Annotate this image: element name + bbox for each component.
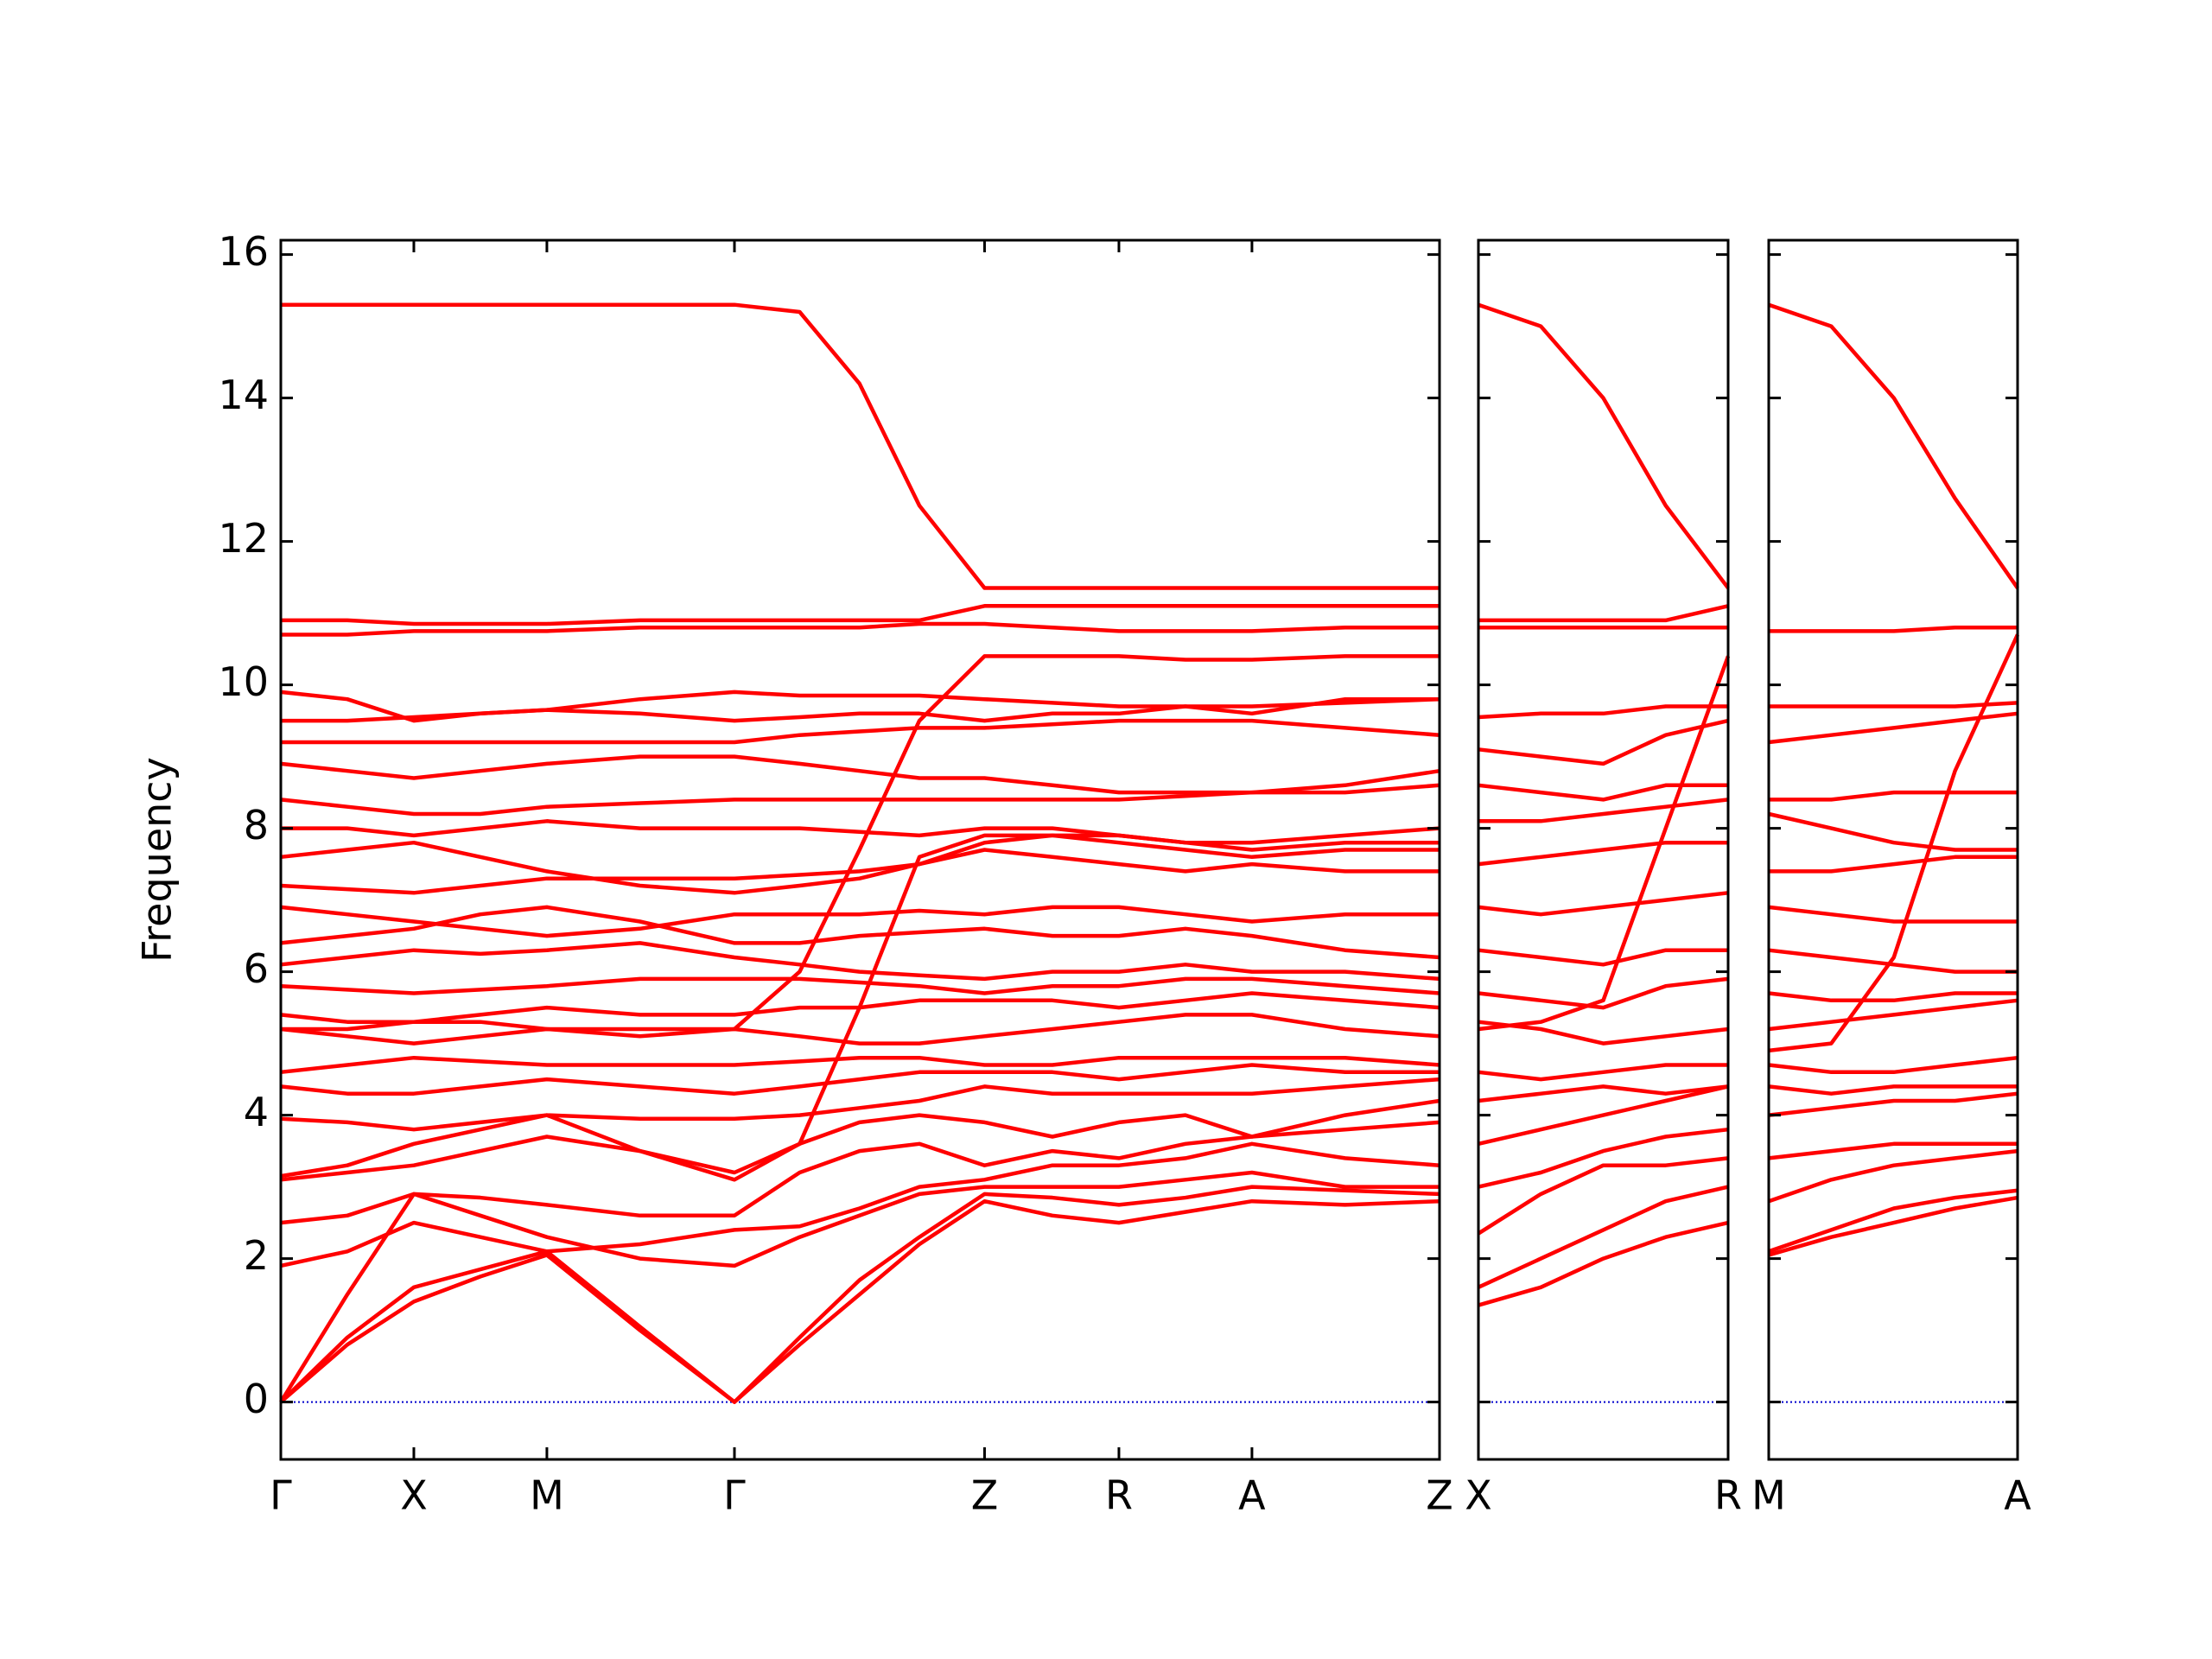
y-tick-label: 16	[218, 228, 269, 275]
y-tick-label: 14	[218, 372, 269, 418]
band-line	[1769, 790, 2018, 802]
band-line	[1477, 1156, 1729, 1236]
x-tick-label: A	[1238, 1472, 1266, 1519]
band-line	[1478, 604, 1729, 623]
x-tick-label: Z	[1426, 1472, 1453, 1519]
x-tick-label: M	[1751, 1472, 1786, 1519]
band-line	[280, 1063, 1440, 1096]
band-line	[1768, 998, 2018, 1032]
band-line	[1478, 783, 1728, 802]
panel-frame	[1767, 238, 2019, 1461]
band-line	[281, 718, 1440, 745]
band-line	[1768, 1055, 2018, 1075]
band-line	[280, 1055, 1440, 1075]
x-tick-label: M	[530, 1472, 564, 1519]
band-line	[1768, 1141, 2018, 1160]
band-line	[280, 1077, 1440, 1132]
band-line	[280, 848, 1440, 895]
band-line	[1768, 1148, 2018, 1204]
band-line	[281, 302, 1440, 590]
band-line	[279, 1170, 1440, 1403]
band-line	[280, 690, 1440, 723]
band-line	[1769, 855, 2018, 874]
band-line	[280, 976, 1440, 995]
band-line	[280, 1141, 1440, 1268]
band-line	[1478, 655, 1731, 1032]
x-tick-label: A	[2004, 1472, 2031, 1519]
band-line	[1478, 1063, 1728, 1082]
band-line	[1768, 633, 2020, 1053]
band-line	[1478, 1127, 1729, 1189]
x-tick-label: R	[1105, 1472, 1133, 1519]
band-line	[1478, 704, 1728, 720]
x-tick-label: X	[1465, 1472, 1492, 1519]
band-line	[1478, 798, 1729, 823]
y-tick-label: 12	[218, 515, 269, 562]
band-line	[1478, 1185, 1729, 1289]
band-line	[281, 621, 1440, 637]
band-line	[280, 833, 1440, 1182]
band-line	[280, 941, 1440, 982]
band-line	[1768, 302, 2019, 589]
band-line	[1769, 701, 2018, 709]
band-line	[1768, 711, 2018, 745]
band-line	[280, 783, 1440, 817]
x-tick-label: Γ	[270, 1472, 292, 1519]
band-line	[280, 1120, 1440, 1225]
band-line	[1478, 1220, 1729, 1307]
band-line	[279, 1185, 1440, 1404]
band-line	[280, 905, 1440, 938]
band-line	[281, 819, 1440, 845]
band-line	[1768, 1195, 2018, 1257]
y-tick-label: 10	[218, 658, 269, 705]
x-tick-label: X	[400, 1472, 428, 1519]
y-tick-label: 4	[244, 1089, 269, 1135]
band-line	[279, 1198, 1440, 1404]
x-tick-label: Γ	[723, 1472, 746, 1519]
band-line	[280, 1013, 1440, 1046]
band-line	[1478, 891, 1729, 917]
band-line	[280, 1098, 1440, 1182]
band-line	[1478, 302, 1730, 589]
x-tick-label: R	[1714, 1472, 1742, 1519]
band-line	[280, 833, 1440, 895]
y-tick-label: 2	[244, 1232, 269, 1279]
band-line	[1768, 1084, 2018, 1096]
y-axis-label: Frequency	[134, 757, 181, 963]
band-line	[1478, 1084, 1729, 1146]
y-tick-label: 6	[244, 945, 269, 992]
band-line	[1478, 1020, 1729, 1046]
band-line	[1768, 1091, 2018, 1117]
band-line	[1478, 840, 1728, 867]
band-line	[280, 905, 1440, 960]
band-line	[1478, 976, 1729, 1010]
y-tick-label: 0	[244, 1376, 269, 1422]
panel-frame	[279, 238, 1441, 1461]
band-line	[1478, 1084, 1729, 1103]
band-line	[1768, 1188, 2018, 1254]
x-tick-label: Z	[971, 1472, 999, 1519]
band-line	[1478, 718, 1729, 766]
panel-frame	[1477, 238, 1730, 1461]
y-tick-label: 8	[244, 802, 269, 849]
band-line	[1768, 905, 2018, 924]
band-line	[1478, 948, 1728, 967]
band-line	[281, 604, 1440, 626]
band-line	[1769, 625, 2018, 633]
band-line	[1768, 991, 2018, 1003]
band-line	[281, 654, 1440, 1032]
band-line	[1768, 811, 2018, 852]
band-line	[280, 754, 1440, 795]
band-line	[1768, 948, 2018, 974]
